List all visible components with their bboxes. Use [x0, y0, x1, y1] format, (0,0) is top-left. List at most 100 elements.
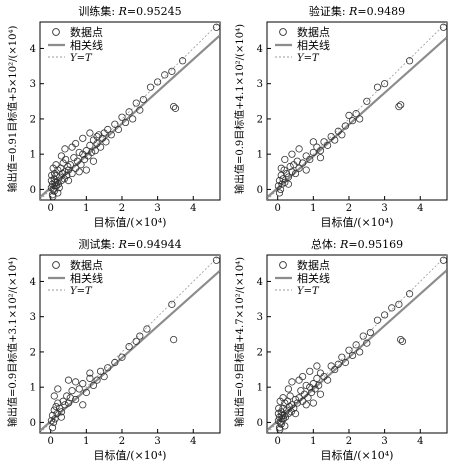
data-point	[395, 102, 403, 111]
data-point	[293, 399, 301, 407]
data-point	[320, 138, 328, 146]
data-point	[304, 394, 312, 402]
y-axis-label: 输出值=0.9目标值+3.1×10²/(×10⁴)	[6, 257, 19, 427]
data-point	[56, 404, 64, 412]
data-point	[54, 189, 62, 197]
x-tick-label: 2	[119, 203, 125, 214]
x-tick-label: 1	[83, 203, 89, 214]
data-point	[114, 125, 123, 134]
data-point	[75, 148, 83, 157]
data-point	[111, 120, 119, 128]
data-point	[316, 390, 325, 398]
data-point	[132, 337, 140, 345]
data-point	[104, 364, 112, 372]
data-point	[338, 131, 346, 139]
data-point	[48, 424, 57, 432]
data-point	[323, 141, 332, 149]
data-point	[288, 150, 296, 158]
data-point	[309, 399, 317, 407]
data-point	[93, 376, 101, 384]
data-point	[52, 171, 60, 179]
x-tick-label: 4	[417, 203, 423, 214]
y-tick-label: 2	[30, 347, 36, 358]
data-point	[373, 316, 382, 324]
data-point	[345, 346, 353, 354]
data-point	[96, 143, 105, 151]
data-point	[356, 115, 364, 123]
data-point	[356, 348, 364, 356]
y-tick-label: 1	[257, 150, 263, 161]
y-tick-label: 3	[30, 79, 36, 90]
data-point	[72, 378, 80, 386]
data-point	[316, 369, 325, 377]
legend-label-reference: Y=T	[297, 286, 320, 297]
data-point	[281, 178, 289, 186]
x-tick-label: 3	[154, 203, 160, 214]
data-point	[366, 328, 374, 337]
x-axis-label: 目标值/(×10⁴)	[321, 448, 394, 462]
legend-label-points: 数据点	[70, 25, 103, 39]
data-point	[100, 373, 108, 381]
legend-marker-points	[279, 28, 287, 36]
data-point	[88, 148, 96, 157]
data-point	[278, 411, 286, 419]
data-point	[306, 155, 314, 164]
legend-label-reference: Y=T	[70, 286, 93, 297]
legend-label-fit: 相关线	[70, 271, 103, 285]
y-axis-label: 输出值=0.91目标值+5×10²/(×10⁴)	[6, 26, 19, 193]
data-point	[341, 358, 350, 367]
plot-frame	[266, 21, 448, 201]
x-tick-label: 1	[310, 436, 316, 447]
data-point	[111, 358, 119, 367]
data-point	[405, 290, 414, 298]
data-point	[398, 337, 407, 345]
data-point	[348, 351, 357, 360]
data-point	[96, 367, 105, 375]
x-axis-label: 目标值/(×10⁴)	[94, 448, 167, 462]
data-point	[295, 376, 303, 384]
data-point	[313, 362, 321, 370]
data-point	[291, 410, 300, 418]
x-axis-label: 目标值/(×10⁴)	[94, 215, 167, 229]
x-tick-label: 3	[154, 436, 160, 447]
data-point	[316, 154, 325, 162]
data-point	[161, 71, 169, 79]
y-axis-label: 输出值=0.9目标值+4.7×10²/(×10⁴)	[233, 257, 246, 427]
data-point	[102, 138, 110, 146]
data-point	[118, 113, 126, 121]
plot-frame	[266, 254, 448, 434]
legend-label-points: 数据点	[297, 258, 330, 272]
data-point	[348, 117, 357, 125]
data-point	[72, 140, 80, 148]
data-point	[316, 147, 325, 155]
data-point	[288, 401, 296, 409]
fit-line	[40, 269, 220, 432]
data-point	[295, 145, 303, 153]
data-point	[275, 189, 284, 197]
data-point	[288, 168, 296, 176]
data-point	[279, 404, 287, 412]
x-tick-label: 0	[275, 203, 281, 214]
data-point	[66, 161, 74, 169]
data-point	[290, 404, 298, 412]
data-point	[79, 134, 87, 142]
legend-label-reference: Y=T	[297, 53, 320, 64]
x-tick-label: 1	[310, 203, 316, 214]
y-tick-label: 3	[257, 79, 263, 90]
data-point	[125, 108, 133, 116]
legend-marker-points	[279, 261, 287, 269]
data-point	[323, 376, 332, 384]
data-point	[49, 164, 57, 172]
data-point	[274, 182, 283, 190]
y-tick-label: 0	[30, 418, 36, 429]
data-point	[315, 381, 323, 390]
data-point	[86, 129, 94, 137]
data-point	[72, 395, 80, 404]
panel-train: 0 1 2 3 4 0 1 2 3 4 训练集: R=0.95245 数据点 相关线 Y=T 目标值/(×1…	[0, 0, 228, 236]
data-point	[293, 157, 301, 165]
data-point	[82, 166, 90, 174]
legend-label-points: 数据点	[70, 258, 103, 272]
data-point	[302, 166, 310, 174]
